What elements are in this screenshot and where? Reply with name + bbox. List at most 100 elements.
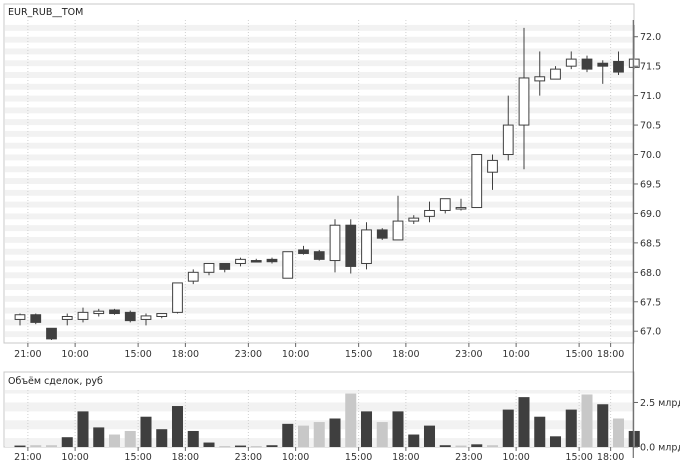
price-x-tick-label: 15:00 <box>345 349 372 360</box>
price-grid-band <box>5 295 634 302</box>
price-grid-band <box>5 24 634 31</box>
candle-body <box>613 60 624 73</box>
volume-grid-band <box>5 402 634 412</box>
price-candle <box>219 262 231 273</box>
price-y-tick-label: 68.5 <box>640 238 661 249</box>
candle-body <box>109 309 120 315</box>
price-x-tick-label: 15:00 <box>565 349 592 360</box>
price-candle <box>61 313 73 326</box>
price-y-tick-label: 69.0 <box>640 209 661 220</box>
price-candle <box>30 313 42 325</box>
price-y-tick-label: 71.5 <box>640 62 661 73</box>
candle-body <box>487 159 498 173</box>
volume-x-tick-label: 10:00 <box>502 452 529 463</box>
volume-bar <box>376 422 388 447</box>
volume-bar <box>612 418 625 447</box>
candle-body <box>345 224 357 267</box>
price-y-tick-label: 70.5 <box>640 121 661 132</box>
price-candle <box>156 313 168 319</box>
price-grid-band <box>5 142 634 149</box>
candle-body <box>502 124 514 156</box>
candle-body <box>471 154 483 209</box>
volume-bar <box>534 416 546 447</box>
price-candle <box>46 327 57 341</box>
volume-bar <box>124 430 136 447</box>
candle-body <box>61 315 73 320</box>
price-x-axis: 21:00 10:00 15:00 18:00 23:00 10:00 15:00 18:00… <box>14 343 624 360</box>
price-candle <box>502 95 514 161</box>
price-x-tick-label: 10:00 <box>282 349 309 360</box>
price-candle <box>534 51 546 96</box>
candle-body <box>156 313 168 317</box>
candle-body <box>565 58 577 67</box>
volume-bar <box>329 418 341 447</box>
price-x-tick-label: 21:00 <box>14 349 41 360</box>
price-grid-band <box>5 284 634 290</box>
price-candle <box>298 245 309 255</box>
volume-bar <box>45 445 58 447</box>
candle-body <box>439 198 451 211</box>
price-grid-band <box>5 60 634 67</box>
volume-bar <box>282 423 294 447</box>
price-grid-band <box>5 260 634 267</box>
volume-bar <box>93 427 105 447</box>
volume-bar <box>219 446 231 448</box>
volume-x-axis: 21:00 10:00 15:00 18:00 23:00 10:00 15:00 18:00… <box>14 447 624 463</box>
candle-body <box>250 260 262 263</box>
volume-bar <box>439 445 451 447</box>
price-grid-band <box>5 130 634 137</box>
price-y-tick-label: 67.5 <box>640 297 661 308</box>
price-candle <box>550 66 561 80</box>
candle-body <box>282 251 294 279</box>
candle-body <box>518 77 530 126</box>
price-y-tick-label: 71.0 <box>640 91 661 102</box>
volume-bar <box>581 394 593 447</box>
price-candle <box>471 154 483 209</box>
price-grid-band <box>5 107 634 114</box>
price-grid-band <box>5 201 634 208</box>
volume-bar <box>486 445 499 447</box>
price-grid-band <box>5 319 634 326</box>
price-grid-band <box>5 72 634 78</box>
price-grid-band <box>5 225 634 232</box>
price-grid-band <box>5 48 634 55</box>
volume-bar <box>30 445 42 447</box>
volume-panel-title: Объём сделок, руб <box>8 376 103 387</box>
candle-body <box>14 314 26 320</box>
volume-bar <box>471 444 483 447</box>
price-candle <box>77 307 89 323</box>
candle-body <box>581 58 593 70</box>
price-candle <box>172 282 183 314</box>
volume-y-tick-label: 0.0 млрд <box>640 443 680 454</box>
price-grid-band <box>5 307 634 314</box>
volume-y-tick-label: 2.5 млрд <box>640 398 680 409</box>
candle-body <box>455 207 467 210</box>
price-grid-band <box>5 272 634 279</box>
price-grid-band <box>5 36 634 43</box>
volume-x-tick-label: 23:00 <box>235 452 262 463</box>
volume-bar <box>392 411 404 447</box>
volume-x-tick-label: 15:00 <box>124 452 151 463</box>
price-grid-band <box>5 95 634 102</box>
price-grid-band <box>5 119 634 126</box>
price-grid-bands <box>5 24 634 338</box>
volume-x-tick-label: 10:00 <box>282 452 309 463</box>
price-candle <box>203 262 215 276</box>
price-y-tick-label: 69.5 <box>640 179 661 190</box>
price-candle <box>140 313 152 326</box>
volume-bar <box>77 411 89 447</box>
volume-bar <box>597 404 609 447</box>
price-candle <box>266 257 278 264</box>
price-grid-band <box>5 331 634 338</box>
price-x-tick-label: 23:00 <box>235 349 262 360</box>
volume-panel: 2.5 млрд 0.0 млрд 21:00 10:00 15:00 18:00 23:… <box>3 371 680 463</box>
price-title-background <box>5 5 83 19</box>
price-candle <box>14 313 26 326</box>
candle-body <box>235 258 246 264</box>
price-grid-band <box>5 189 634 196</box>
price-x-tick-label: 10:00 <box>61 349 88 360</box>
candle-body <box>550 68 561 80</box>
price-grid-band <box>5 154 634 161</box>
price-candle <box>581 55 593 73</box>
price-candle <box>392 195 404 241</box>
